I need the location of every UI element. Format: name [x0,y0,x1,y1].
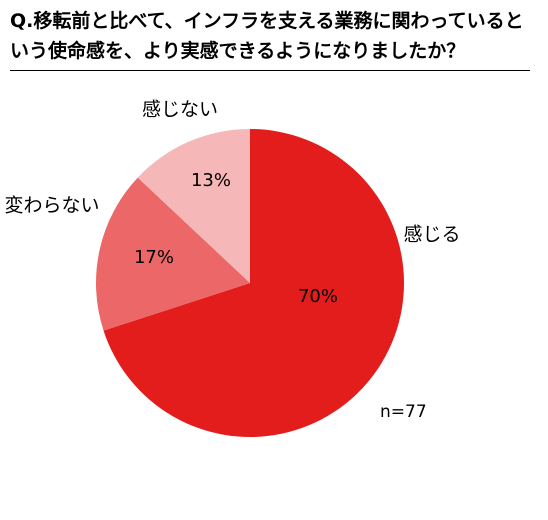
chart-title: Q.移転前と比べて、インフラを支える業務に関わっているという使命感を、より実感で… [10,10,524,62]
value-label: 70% [298,286,338,307]
category-label: 感じない [142,99,218,121]
pie-slice [103,129,405,437]
annotation: n=77 [380,402,427,422]
pie-slice [137,129,250,283]
pie-slice [96,177,250,331]
value-label: 17% [134,247,174,268]
value-label: 13% [191,170,231,191]
category-label: 感じる [403,224,460,246]
category-label: 変わらない [4,195,99,217]
title-rule [10,70,530,71]
